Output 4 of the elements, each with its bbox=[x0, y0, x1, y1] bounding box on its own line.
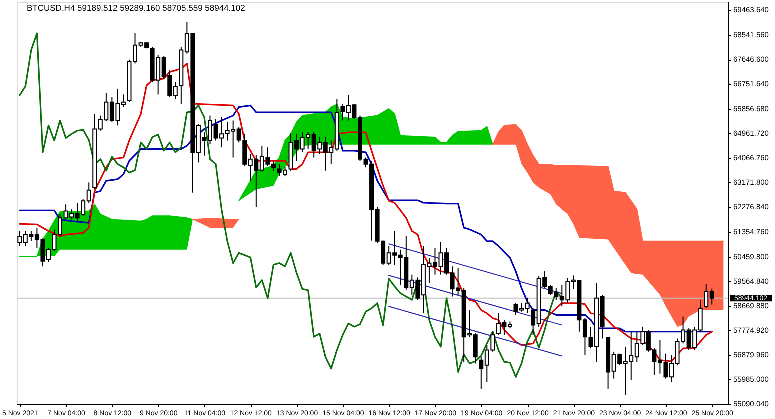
line-series bbox=[19, 104, 713, 333]
line-series bbox=[19, 32, 563, 378]
line-series bbox=[19, 62, 713, 362]
chart-title: BTCUSD,H4 59189.512 59289.160 58705.559 58944.102 bbox=[27, 3, 246, 13]
